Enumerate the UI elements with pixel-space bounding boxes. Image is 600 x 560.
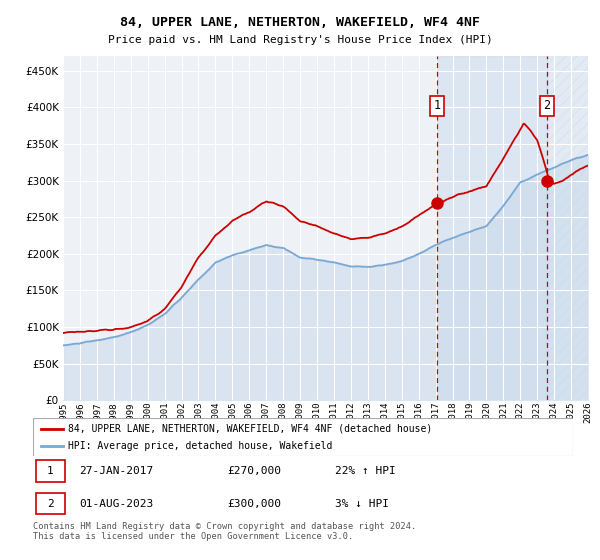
Text: 84, UPPER LANE, NETHERTON, WAKEFIELD, WF4 4NF (detached house): 84, UPPER LANE, NETHERTON, WAKEFIELD, WF… <box>68 423 433 433</box>
Text: Price paid vs. HM Land Registry's House Price Index (HPI): Price paid vs. HM Land Registry's House … <box>107 35 493 45</box>
FancyBboxPatch shape <box>36 493 65 515</box>
Text: Contains HM Land Registry data © Crown copyright and database right 2024.
This d: Contains HM Land Registry data © Crown c… <box>33 522 416 542</box>
FancyBboxPatch shape <box>33 418 573 456</box>
Text: £270,000: £270,000 <box>227 466 281 476</box>
Text: 2: 2 <box>544 100 551 113</box>
Text: £300,000: £300,000 <box>227 499 281 509</box>
Bar <box>547 56 588 400</box>
Text: 22% ↑ HPI: 22% ↑ HPI <box>335 466 396 476</box>
Text: 1: 1 <box>433 100 440 113</box>
Text: HPI: Average price, detached house, Wakefield: HPI: Average price, detached house, Wake… <box>68 441 332 451</box>
Text: 01-AUG-2023: 01-AUG-2023 <box>79 499 153 509</box>
Bar <box>437 56 547 400</box>
Text: 2: 2 <box>47 499 54 509</box>
FancyBboxPatch shape <box>36 460 65 482</box>
Text: 3% ↓ HPI: 3% ↓ HPI <box>335 499 389 509</box>
Text: 84, UPPER LANE, NETHERTON, WAKEFIELD, WF4 4NF: 84, UPPER LANE, NETHERTON, WAKEFIELD, WF… <box>120 16 480 29</box>
Text: 27-JAN-2017: 27-JAN-2017 <box>79 466 153 476</box>
Text: 1: 1 <box>47 466 54 476</box>
